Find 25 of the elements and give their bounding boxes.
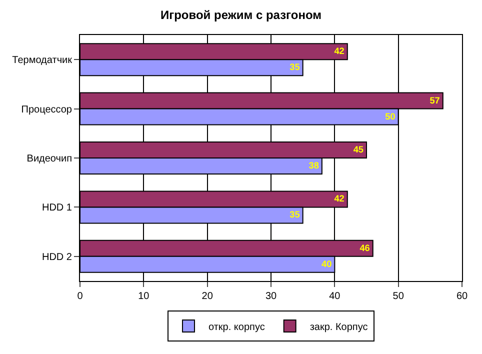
data-label: 46 xyxy=(360,242,370,253)
x-tick-label: 40 xyxy=(329,291,341,302)
data-label: 40 xyxy=(321,258,332,269)
data-label: 38 xyxy=(308,160,319,170)
y-tick-label: Термодатчик xyxy=(12,55,73,66)
chart-title: Игровой режим с разгоном xyxy=(160,8,322,22)
data-label: 42 xyxy=(334,194,344,204)
x-tick-label: 50 xyxy=(392,291,404,302)
legend-label: закр. Корпус xyxy=(310,322,368,333)
x-tick-label: 60 xyxy=(456,291,468,302)
y-tick-label: Процессор xyxy=(21,104,72,116)
data-label: 35 xyxy=(290,210,300,220)
y-tick-label: HDD 1 xyxy=(42,202,72,214)
data-label: 50 xyxy=(385,111,396,122)
data-label: 35 xyxy=(290,62,300,72)
data-label: 57 xyxy=(430,95,440,106)
x-tick-label: 20 xyxy=(202,291,214,302)
y-tick-label: Видеочип xyxy=(26,154,72,164)
legend-label: откр. корпус xyxy=(208,322,265,333)
x-tick-label: 10 xyxy=(138,291,150,302)
x-tick-label: 30 xyxy=(265,291,277,302)
x-tick-label: 0 xyxy=(77,291,84,302)
data-label: 42 xyxy=(334,46,344,56)
y-tick-label: HDD 2 xyxy=(42,252,72,263)
data-label: 45 xyxy=(353,144,364,155)
